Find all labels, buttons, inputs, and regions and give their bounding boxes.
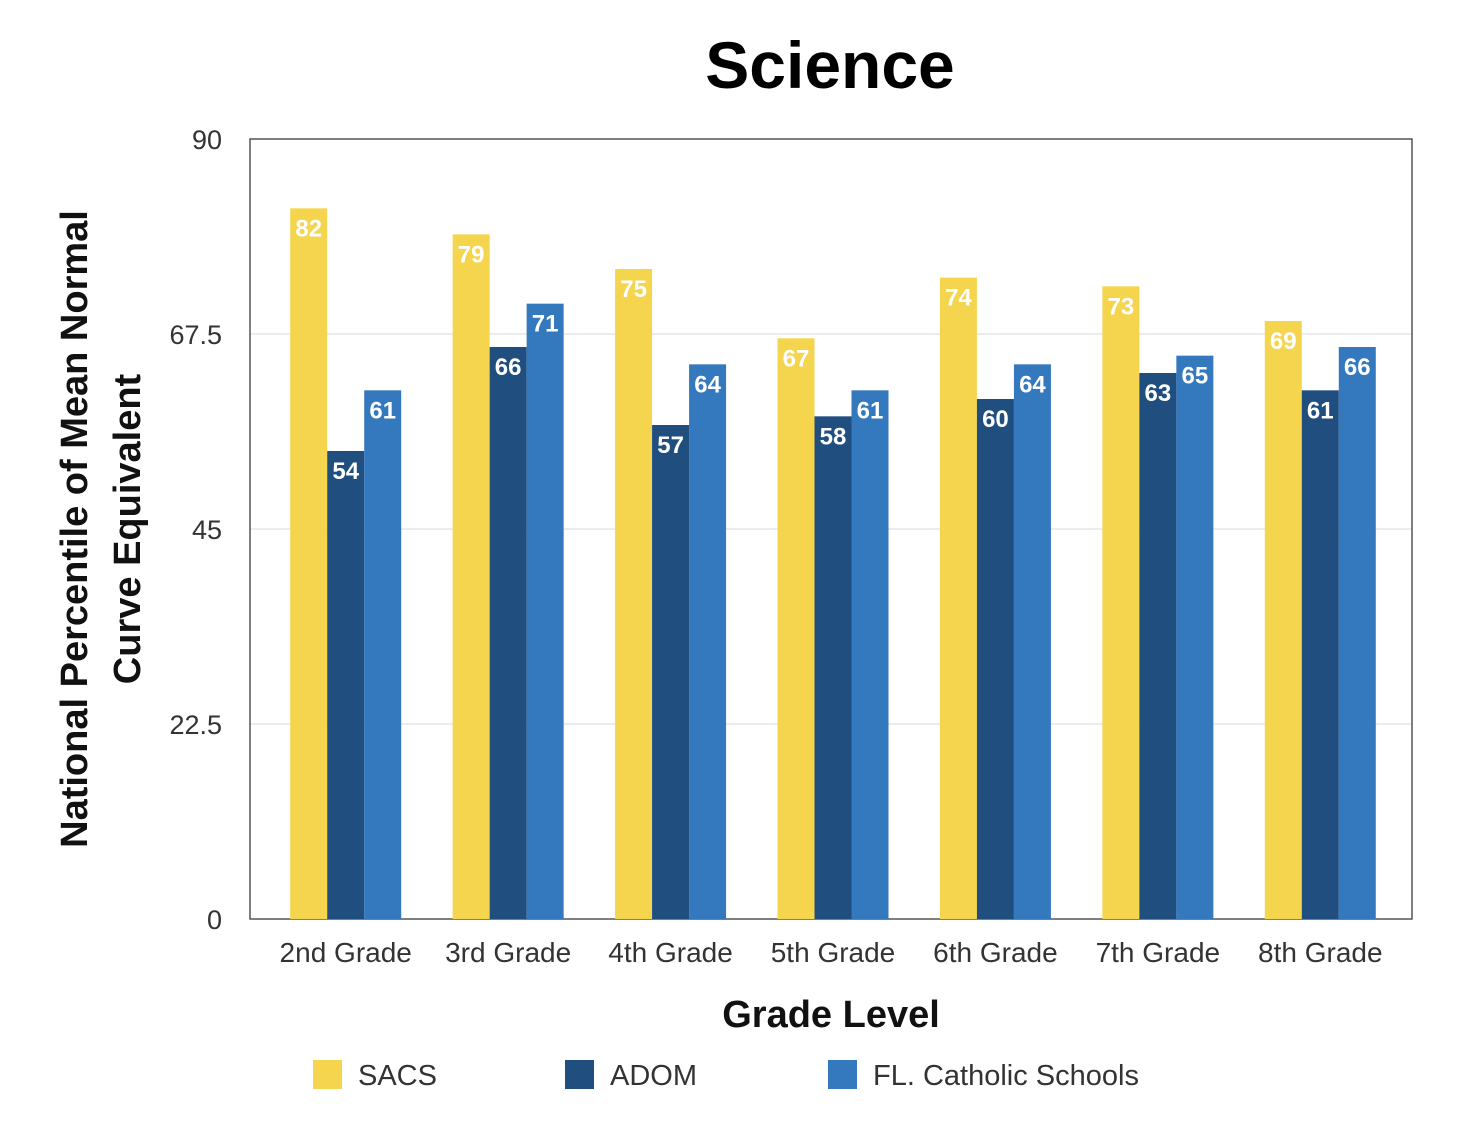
legend: SACS ADOM FL. Catholic Schools <box>313 1060 1139 1092</box>
y-tick-label: 45 <box>192 515 222 545</box>
x-axis-title: Grade Level <box>722 994 940 1036</box>
bar <box>777 338 815 919</box>
data-label: 54 <box>332 458 359 485</box>
data-label: 69 <box>1270 328 1297 355</box>
bar <box>1338 347 1376 919</box>
y-tick-label: 67.5 <box>169 320 222 350</box>
y-tick-label: 90 <box>192 125 222 155</box>
x-axis-ticks: 2nd Grade 3rd Grade 4th Grade 5th Grade 6th … <box>280 937 1383 968</box>
bar <box>1102 286 1140 919</box>
y-tick-label: 22.5 <box>169 710 222 740</box>
x-tick-label: 6th Grade <box>933 937 1058 968</box>
data-label: 64 <box>694 371 721 398</box>
bar <box>1264 321 1302 919</box>
data-label: 58 <box>820 423 847 450</box>
bar <box>290 208 328 920</box>
bar <box>1176 355 1214 920</box>
data-label: 74 <box>945 285 972 312</box>
data-label: 79 <box>458 241 485 268</box>
legend-swatch <box>828 1060 857 1089</box>
data-label: 82 <box>295 215 322 242</box>
data-label: 57 <box>657 432 684 459</box>
bar <box>452 234 490 920</box>
bar <box>489 347 527 919</box>
bar <box>327 451 365 919</box>
bar <box>364 390 402 919</box>
legend-label: ADOM <box>610 1060 697 1092</box>
data-label: 73 <box>1108 293 1135 320</box>
data-label: 66 <box>495 354 522 381</box>
data-label: 65 <box>1182 363 1209 390</box>
data-label: 71 <box>532 311 559 338</box>
x-tick-label: 7th Grade <box>1096 937 1221 968</box>
chart-title: Science <box>705 28 955 102</box>
bar <box>1013 364 1051 919</box>
x-tick-label: 4th Grade <box>608 937 733 968</box>
data-label: 61 <box>1307 397 1334 424</box>
bar <box>939 277 977 920</box>
x-tick-label: 2nd Grade <box>280 937 412 968</box>
data-label: 66 <box>1344 354 1371 381</box>
data-label: 60 <box>982 406 1009 433</box>
bar <box>1139 373 1177 919</box>
legend-label: FL. Catholic Schools <box>873 1060 1139 1092</box>
data-label: 64 <box>1019 371 1046 398</box>
y-axis-title-line-2: Curve Equivalent <box>107 373 149 684</box>
x-tick-label: 3rd Grade <box>445 937 571 968</box>
data-label: 61 <box>369 397 396 424</box>
bar <box>814 416 852 919</box>
bar <box>1301 390 1339 919</box>
bar <box>526 303 564 920</box>
bar <box>689 364 727 919</box>
legend-label: SACS <box>358 1060 437 1092</box>
x-tick-label: 5th Grade <box>771 937 896 968</box>
y-axis-title-line-1: National Percentile of Mean Normal <box>54 210 96 848</box>
bar <box>652 425 690 919</box>
bars: 82 54 61 79 66 71 75 57 64 67 58 61 74 60 64 73 63 65 69 61… <box>290 208 1376 920</box>
y-axis-title: National Percentile of Mean Normal Curve… <box>54 210 149 848</box>
legend-swatch <box>313 1060 342 1089</box>
legend-swatch <box>565 1060 594 1089</box>
y-axis-ticks: 0 22.5 45 67.5 90 <box>169 125 222 935</box>
data-label: 75 <box>620 276 647 303</box>
bar <box>615 269 653 919</box>
x-tick-label: 8th Grade <box>1258 937 1383 968</box>
y-tick-label: 0 <box>207 905 222 935</box>
bar <box>851 390 889 919</box>
data-label: 63 <box>1145 380 1172 407</box>
data-label: 67 <box>783 345 810 372</box>
data-label: 61 <box>857 397 884 424</box>
bar <box>976 399 1014 919</box>
